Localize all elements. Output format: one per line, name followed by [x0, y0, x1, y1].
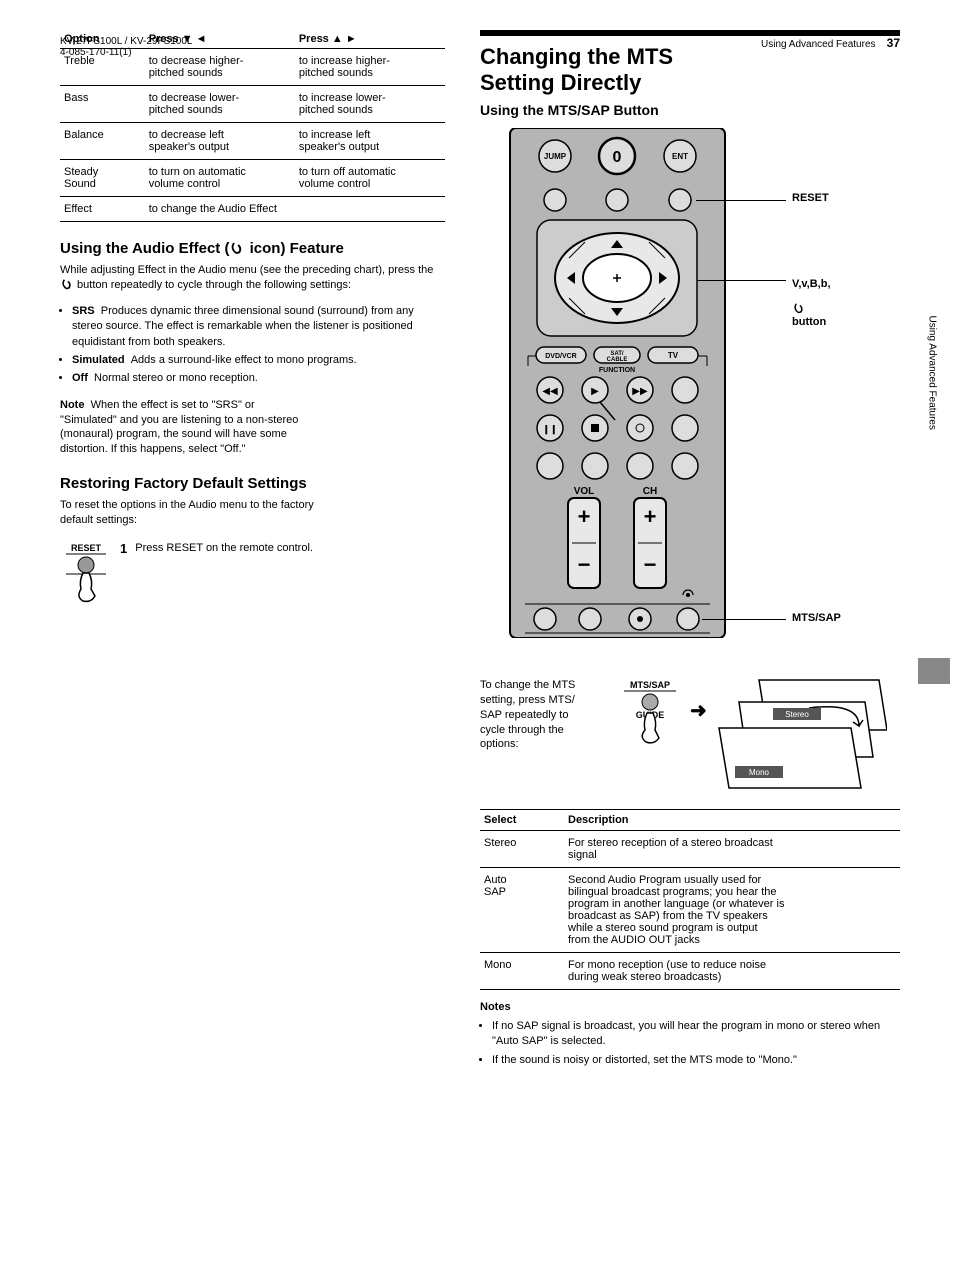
reset-body: To reset the options in the Audio menu t… [60, 498, 445, 528]
svg-text:▶: ▶ [591, 386, 599, 397]
effect-note: Note When the effect is set to "SRS" or … [60, 398, 445, 457]
svg-text:−: − [578, 552, 591, 577]
svg-text:VOL: VOL [574, 486, 595, 497]
footer-left: KV-27FS100L / KV-29FS100L 4-085-170-11(1… [60, 36, 193, 58]
svg-text:◀◀: ◀◀ [542, 386, 558, 397]
svg-text:RESET: RESET [71, 543, 102, 553]
svg-text:TV: TV [668, 351, 679, 360]
footer-right-text: Using Advanced Features [761, 39, 876, 50]
remote-control-diagram: JUMP 0 ENT [480, 128, 900, 648]
effect-simulated: Simulated Adds a surround-like effect to… [72, 354, 357, 366]
note-1: If no SAP signal is broadcast, you will … [492, 1019, 900, 1050]
dec-balance: to decrease left speaker's output [145, 123, 295, 160]
page-footer: KV-27FS100L / KV-29FS100L 4-085-170-11(1… [60, 36, 900, 58]
svg-text:−: − [644, 552, 657, 577]
mts-cycle-illustration: To change the MTS setting, press MTS/ SA… [480, 678, 900, 803]
desc-stereo: For stereo reception of a stereo broadca… [564, 831, 900, 868]
th-desc: Description [564, 810, 900, 831]
svg-text:CH: CH [643, 486, 657, 497]
svg-text:▶▶: ▶▶ [632, 386, 648, 397]
svg-text:+: + [578, 504, 591, 529]
svg-text:0: 0 [613, 149, 622, 166]
svg-text:ENT: ENT [672, 152, 688, 161]
left-column: Option Press ▼ ◄ Press ▲ ► Treble to dec… [60, 30, 445, 617]
desc-mono: For mono reception (use to reduce noise … [564, 953, 900, 990]
sel-mono: Mono [480, 953, 564, 990]
inc-steady: to turn off automatic volume control [295, 160, 445, 197]
dec-bass: to decrease lower- pitched sounds [145, 86, 295, 123]
svg-text:❙❙: ❙❙ [542, 424, 557, 435]
dec-steady: to turn on automatic volume control [145, 160, 295, 197]
remote-icon: JUMP 0 ENT [500, 128, 735, 638]
margin-label: Using Advanced Features [927, 315, 938, 430]
sel-stereo: Stereo [480, 831, 564, 868]
svg-text:JUMP: JUMP [544, 152, 567, 161]
callout-line-dpad [698, 280, 786, 281]
effect-row: to change the Audio Effect [145, 197, 445, 222]
svg-text:DVD/VCR: DVD/VCR [545, 353, 577, 360]
callout-line-mts [702, 619, 786, 620]
callout-mts: MTS/SAP [792, 612, 841, 624]
effect-heading: Using the Audio Effect ( icon) Feature [60, 240, 445, 257]
page-number: 37 [887, 36, 900, 50]
reset-heading: Restoring Factory Default Settings [60, 475, 445, 492]
svg-text:FUNCTION: FUNCTION [599, 367, 635, 374]
arrow-icon: ➜ [690, 698, 707, 723]
mts-cycle-screens: Auto SAP Mono Stereo [717, 678, 887, 798]
reset-step-text: Press RESET on the remote control. [135, 541, 313, 556]
callout-dpad: V,v,B,b, button [792, 266, 831, 328]
callout-line-reset [696, 200, 786, 201]
section-tab [918, 658, 950, 684]
effect-body: While adjusting Effect in the Audio menu… [60, 263, 445, 293]
th-select: Select [480, 810, 564, 831]
svg-text:Mono: Mono [749, 768, 770, 777]
desc-autosap: Second Audio Program usually used for bi… [564, 868, 900, 953]
mts-instr: To change the MTS setting, press MTS/ SA… [480, 678, 610, 752]
sel-autosap: Auto SAP [480, 868, 564, 953]
inc-balance: to increase left speaker's output [295, 123, 445, 160]
mts-notes: Notes If no SAP signal is broadcast, you… [480, 1000, 900, 1068]
reset-step: RESET 1 Press RESET on the remote contro… [60, 540, 445, 617]
effect-icon-inline [60, 278, 74, 292]
effect-off: Off Normal stereo or mono reception. [72, 372, 258, 384]
opt-balance: Balance [60, 123, 145, 160]
svg-text:Stereo: Stereo [785, 710, 809, 719]
right-column: Changing the MTS Setting Directly Using … [480, 30, 900, 1079]
mts-button-icon: MTS/SAP GUIDE [620, 678, 680, 748]
svg-text:+: + [644, 504, 657, 529]
effect-srs: SRS Produces dynamic three dimensional s… [72, 305, 414, 348]
opt-steady: Steady Sound [60, 160, 145, 197]
audio-options-table: Option Press ▼ ◄ Press ▲ ► Treble to dec… [60, 30, 445, 222]
opt-effect: Effect [60, 197, 145, 222]
opt-bass: Bass [60, 86, 145, 123]
inc-bass: to increase lower- pitched sounds [295, 86, 445, 123]
effect-list: SRS Produces dynamic three dimensional s… [60, 304, 445, 387]
reset-button-icon: RESET [61, 541, 111, 611]
step-num: 1 [120, 541, 127, 556]
effect-icon [229, 241, 245, 257]
page-subtitle: Using the MTS/SAP Button [480, 102, 900, 118]
callout-reset: RESET [792, 192, 829, 204]
mts-table: Select Description Stereo For stereo rec… [480, 809, 900, 990]
svg-text:MTS/SAP: MTS/SAP [630, 680, 670, 690]
note-2: If the sound is noisy or distorted, set … [492, 1053, 900, 1068]
svg-text:CABLE: CABLE [607, 357, 628, 363]
